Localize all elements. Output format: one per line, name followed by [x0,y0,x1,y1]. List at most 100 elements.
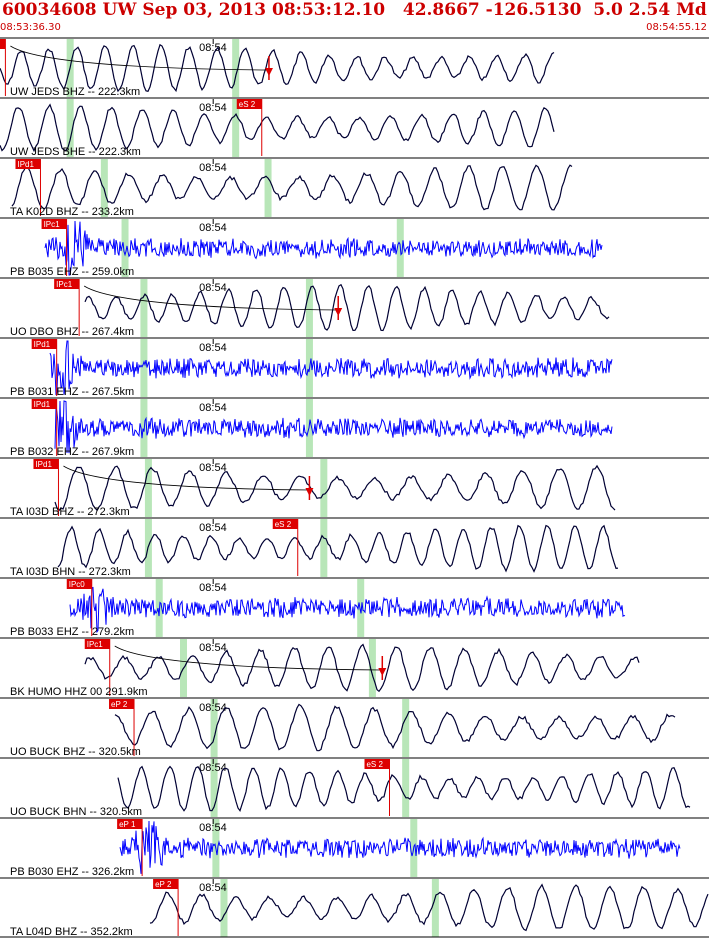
predicted-phase-arrow [305,488,314,496]
seismogram-trace [114,703,676,752]
minute-tick-label: 08:54 [199,762,227,774]
minute-tick-label: 08:54 [199,42,227,54]
minute-tick-label: 08:54 [199,102,227,114]
predicted-phase-arrow [264,68,273,76]
station-label: BK HUMO HHZ 00 291.9km [10,686,148,698]
seismogram-trace [54,464,616,512]
minute-tick-label: 08:54 [199,642,227,654]
window-highlight [264,159,272,217]
station-label: TA L04D BHZ -- 352.2km [10,926,133,938]
seismogram-trace [0,103,555,153]
pick-flag [41,219,67,229]
window-highlight [121,219,129,277]
predicted-phase-arrow [334,308,343,316]
travel-time-curve [114,645,383,671]
travel-time-curve [63,465,310,491]
pick-flag [31,339,57,349]
pick-label: eS 2 [239,100,256,109]
station-label: PB B033 EHZ -- 279.2km [10,626,134,638]
window-highlight [210,699,218,757]
predicted-phase-arrow [378,668,387,676]
pick-label: eS 2 [366,760,383,769]
seismogram-trace [84,283,610,332]
end-time-label: 08:54:55.12 [646,22,707,33]
pick-label: IPd1 [34,340,51,349]
minute-tick-label: 08:54 [199,162,227,174]
window-highlight [144,459,152,517]
minute-tick-label: 08:54 [199,342,227,354]
travel-time-curve [83,285,339,311]
window-highlight [140,279,148,337]
station-label: TA K02D BHZ -- 233.2km [10,206,134,218]
minute-tick-label: 08:54 [199,822,227,834]
window-highlight [66,99,74,157]
station-label: PB B031 EHZ -- 267.5km [10,386,134,398]
window-highlight [368,639,376,697]
minute-tick-label: 08:54 [199,522,227,534]
station-label: TA I03D BHZ -- 272.3km [10,506,130,518]
pick-flag [236,99,262,109]
pick-flag [66,579,92,589]
station-label: UO BUCK BHZ -- 320.5km [10,746,141,758]
station-label: UW JEDS BHE -- 222.3km [10,146,141,158]
pick-label: IPd1 [35,460,52,469]
station-label: UO BUCK BHN -- 320.5km [10,806,142,818]
travel-time-curve [10,45,269,71]
seismogram-trace [44,220,603,276]
pick-flag [33,459,59,469]
pick-label: IPd1 [34,400,51,409]
seismogram-trace [69,586,626,634]
seismogram-trace [57,524,619,573]
pick-flag [84,639,110,649]
window-highlight [402,699,410,757]
pick-label: IPd1 [17,160,34,169]
pick-flag [31,399,57,409]
pick-flag [364,759,390,769]
minute-tick-label: 08:54 [199,882,227,894]
window-highlight [305,279,313,337]
pick-label: eP 2 [155,880,172,889]
pick-flag [117,819,143,829]
window-highlight [232,99,240,157]
window-highlight [357,579,365,637]
pick-label: IPc0 [69,580,86,589]
station-label: TA I03D BHN -- 272.3km [10,566,131,578]
minute-tick-label: 08:54 [199,282,227,294]
window-highlight [220,879,228,937]
station-label: PB B035 EHZ -- 259.0km [10,266,134,278]
seismogram-trace [149,883,709,932]
start-time-label: 08:53:36.30 [0,22,61,33]
minute-tick-label: 08:54 [199,702,227,714]
minute-tick-label: 08:54 [199,222,227,234]
pick-label: eP 2 [111,700,128,709]
page-title: 60034608 UW Sep 03, 2013 08:53:12.10 42.… [2,0,707,20]
pick-label: eP 1 [119,820,136,829]
pick-label: IPc1 [87,640,104,649]
pick-flag [15,159,41,169]
pick-label: IPc1 [56,280,73,289]
station-label: UO DBO BHZ -- 267.4km [10,326,134,338]
window-highlight [320,519,328,577]
station-label: PB B030 EHZ -- 326.2km [10,866,134,878]
pick-flag [153,879,179,889]
seismogram-trace [0,43,555,93]
window-highlight [402,759,410,817]
seismogram-trace [119,820,681,874]
pick-flag [54,279,80,289]
seismogram-trace [84,643,640,693]
pick-label: eS 2 [275,520,292,529]
window-highlight [232,39,240,97]
seismogram-trace [54,400,613,454]
seismogram-trace [49,340,613,396]
minute-tick-label: 08:54 [199,582,227,594]
station-label: PB B032 EHZ -- 267.9km [10,446,134,458]
window-highlight [320,459,328,517]
seismogram-plot: 08:54 IPd1 UW JEDS BHZ -- 222.3km 08:54 eS 2… [0,37,709,938]
pick-label: IPc1 [44,220,61,229]
seismogram-trace [11,164,573,211]
minute-tick-label: 08:54 [199,402,227,414]
pick-flag [272,519,298,529]
minute-tick-label: 08:54 [199,462,227,474]
pick-flag [109,699,135,709]
window-highlight [431,879,439,937]
